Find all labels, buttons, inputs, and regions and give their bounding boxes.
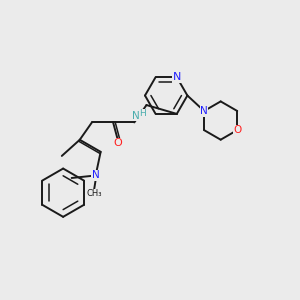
Text: CH₃: CH₃ xyxy=(86,189,102,198)
Text: N: N xyxy=(200,106,208,116)
Text: N: N xyxy=(172,72,181,82)
Text: N: N xyxy=(92,170,100,181)
Text: H: H xyxy=(139,109,146,118)
Text: N: N xyxy=(132,111,140,121)
Text: O: O xyxy=(233,125,242,135)
Text: O: O xyxy=(113,138,122,148)
